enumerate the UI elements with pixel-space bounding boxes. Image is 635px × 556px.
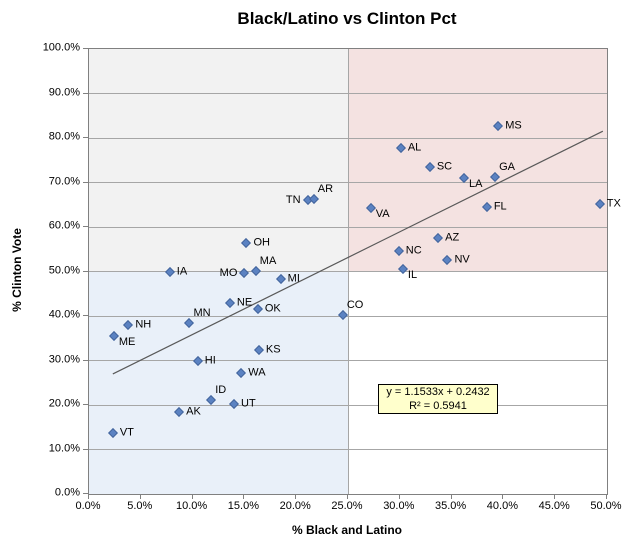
trendline xyxy=(112,130,604,375)
point-label-TX: TX xyxy=(606,197,621,210)
x-axis-tick xyxy=(398,494,400,499)
point-label-AK: AK xyxy=(186,405,201,418)
quadrant-divider xyxy=(348,49,349,494)
x-tick-label: 5.0% xyxy=(127,500,153,512)
point-label-WA: WA xyxy=(248,366,266,379)
point-label-KS: KS xyxy=(265,343,281,356)
point-label-MN: MN xyxy=(193,307,211,320)
x-tick-label: 10.0% xyxy=(175,500,208,512)
x-tick-label: 20.0% xyxy=(279,500,311,512)
y-axis-tick xyxy=(83,359,88,361)
point-label-NH: NH xyxy=(135,318,152,331)
x-tick-label: 35.0% xyxy=(434,500,467,512)
y-axis-tick xyxy=(83,137,88,138)
y-tick-label: 0.0% xyxy=(54,486,80,499)
point-label-TN: TN xyxy=(285,193,301,206)
x-axis-tick xyxy=(88,494,89,499)
point-label-FL: FL xyxy=(493,200,507,213)
equation-box: y = 1.1533x + 0.2432 R² = 0.5941 xyxy=(378,384,498,414)
point-label-IL: IL xyxy=(407,269,418,282)
x-axis-tick xyxy=(347,494,348,499)
point-label-ID: ID xyxy=(215,383,227,396)
point-label-MS: MS xyxy=(505,119,522,132)
point-label-AZ: AZ xyxy=(445,231,460,244)
x-axis-tick xyxy=(139,494,141,499)
y-axis-tick xyxy=(83,181,88,183)
point-label-MO: MO xyxy=(219,267,238,280)
y-tick-label: 100.0% xyxy=(42,41,80,54)
x-tick-label: 0.0% xyxy=(75,500,101,512)
point-label-IA: IA xyxy=(176,265,188,278)
point-label-NE: NE xyxy=(236,296,253,309)
y-axis-tick xyxy=(83,493,88,494)
x-axis-tick xyxy=(295,494,297,499)
point-label-GA: GA xyxy=(499,160,516,173)
point-label-CO: CO xyxy=(346,298,364,311)
r-squared-text: R² = 0.5941 xyxy=(409,400,467,412)
y-tick-label: 70.0% xyxy=(48,175,80,187)
y-tick-label: 10.0% xyxy=(48,442,80,454)
point-label-OK: OK xyxy=(264,302,281,315)
point-label-AR: AR xyxy=(317,182,334,195)
x-tick-label: 15.0% xyxy=(227,500,259,512)
y-axis-tick xyxy=(83,226,88,227)
x-tick-label: 40.0% xyxy=(486,500,518,512)
y-tick-label: 90.0% xyxy=(48,86,80,98)
point-label-MI: MI xyxy=(287,272,300,285)
chart-title: Black/Latino vs Clinton Pct xyxy=(237,9,457,28)
y-tick-label: 60.0% xyxy=(48,219,80,232)
x-tick-label: 50.0% xyxy=(590,500,622,512)
y-axis-tick xyxy=(83,270,88,272)
y-tick-label: 40.0% xyxy=(48,308,80,321)
point-label-AL: AL xyxy=(407,141,422,154)
y-tick-label: 30.0% xyxy=(48,353,80,365)
x-tick-label: 25.0% xyxy=(331,500,363,512)
x-axis-tick xyxy=(502,494,504,499)
quadrant-bottom-left xyxy=(89,271,348,494)
point-label-HI: HI xyxy=(204,354,216,366)
x-tick-label: 45.0% xyxy=(538,500,570,512)
x-axis-tick xyxy=(606,494,607,499)
y-tick-label: 50.0% xyxy=(48,264,80,276)
point-label-SC: SC xyxy=(436,160,453,173)
y-axis-tick xyxy=(83,315,88,316)
x-tick-label: 30.0% xyxy=(383,500,415,512)
y-tick-label: 20.0% xyxy=(48,397,80,410)
point-label-VA: VA xyxy=(375,207,390,220)
point-label-LA: LA xyxy=(469,177,483,190)
point-label-UT: UT xyxy=(241,397,256,410)
y-axis-tick xyxy=(83,48,88,49)
quadrant-top-right xyxy=(348,49,607,272)
y-tick-label: 80.0% xyxy=(48,130,80,143)
point-label-OH: OH xyxy=(253,236,270,249)
point-label-ME: ME xyxy=(118,336,136,349)
x-axis-tick xyxy=(554,494,556,499)
x-axis-tick xyxy=(243,494,245,499)
quadrant-top-left xyxy=(89,49,348,272)
x-axis-tick xyxy=(450,494,452,499)
plot-area: VT ME NH IA AK MN HI ID NE UT WA MO OH MA OK KS MI TN AR CO… xyxy=(88,48,621,495)
y-axis-tick xyxy=(83,404,88,405)
trendline-layer xyxy=(112,130,604,375)
equation-text: y = 1.1533x + 0.2432 xyxy=(386,386,490,398)
x-axis-tick xyxy=(191,494,193,499)
point-label-NC: NC xyxy=(405,244,422,257)
point-label-NV: NV xyxy=(454,253,470,266)
point-label-VT: VT xyxy=(119,426,134,439)
x-axis-title: % Black and Latino xyxy=(291,523,403,537)
y-axis-tick xyxy=(83,92,88,94)
point-label-MA: MA xyxy=(259,255,277,268)
y-axis-tick xyxy=(83,448,88,450)
